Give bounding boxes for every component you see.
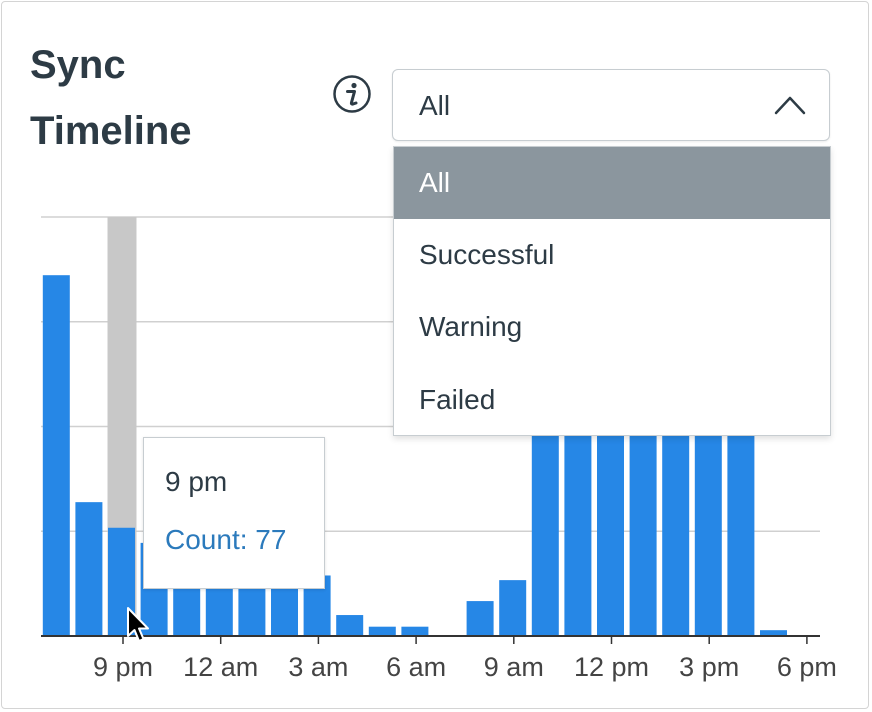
chart-tooltip: 9 pm Count: 77 xyxy=(143,437,325,589)
chart-bar xyxy=(499,580,527,636)
chart-bar xyxy=(760,630,787,636)
x-tick-label: 3 am xyxy=(288,652,348,682)
chart-bar xyxy=(75,502,103,636)
tooltip-time: 9 pm xyxy=(165,466,228,497)
chart-bar xyxy=(368,626,396,636)
chart-bar xyxy=(42,275,70,636)
mouse-pointer-icon xyxy=(127,607,149,642)
chevron-up-icon[interactable] xyxy=(773,92,807,118)
x-tick-label: 9 pm xyxy=(93,652,153,682)
widget-title: Sync Timeline xyxy=(30,43,192,153)
chart-bar xyxy=(336,615,364,636)
chart-bar xyxy=(401,626,429,636)
tooltip-count: Count: 77 xyxy=(165,524,287,555)
x-tick-label: 12 pm xyxy=(574,652,649,682)
x-tick-label: 6 am xyxy=(386,652,446,682)
filter-option-failed[interactable]: Failed xyxy=(419,384,496,415)
status-filter-menu: All Successful Warning Failed xyxy=(393,146,831,436)
info-icon[interactable] xyxy=(332,74,372,114)
status-filter-select[interactable]: All xyxy=(392,69,830,141)
filter-option-all[interactable]: All xyxy=(394,147,830,219)
chart-bar xyxy=(466,601,494,636)
filter-option-warning[interactable]: Warning xyxy=(419,311,523,342)
x-tick-label: 3 pm xyxy=(679,652,739,682)
x-tick-label: 6 pm xyxy=(777,652,837,682)
x-tick-label: 12 am xyxy=(183,652,258,682)
status-filter-value: All xyxy=(419,90,451,121)
filter-option-successful[interactable]: Successful xyxy=(419,239,555,270)
x-tick-label: 9 am xyxy=(484,652,544,682)
